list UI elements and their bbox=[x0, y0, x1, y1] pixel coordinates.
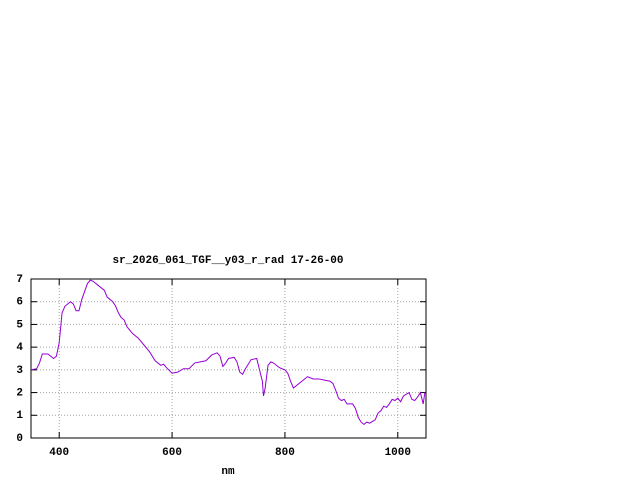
x-tick-label: 800 bbox=[275, 447, 295, 459]
chart-title: sr_2026_061_TGF__y03_r_rad 17-26-00 bbox=[112, 255, 343, 267]
y-tick-label: 3 bbox=[16, 365, 23, 377]
x-tick-label: 1000 bbox=[385, 447, 411, 459]
y-tick-label: 4 bbox=[16, 342, 23, 354]
y-tick-label: 2 bbox=[16, 387, 23, 399]
x-tick-label: 400 bbox=[49, 447, 69, 459]
y-tick-label: 1 bbox=[16, 410, 23, 422]
x-axis-label: nm bbox=[221, 466, 235, 478]
data-line bbox=[30, 279, 426, 426]
y-tick-label: 0 bbox=[16, 433, 23, 445]
plot-frame bbox=[30, 278, 427, 439]
y-tick-label: 6 bbox=[16, 297, 23, 309]
y-tick-label: 5 bbox=[16, 319, 23, 331]
x-tick-label: 600 bbox=[162, 447, 182, 459]
y-tick-label: 7 bbox=[16, 274, 23, 286]
